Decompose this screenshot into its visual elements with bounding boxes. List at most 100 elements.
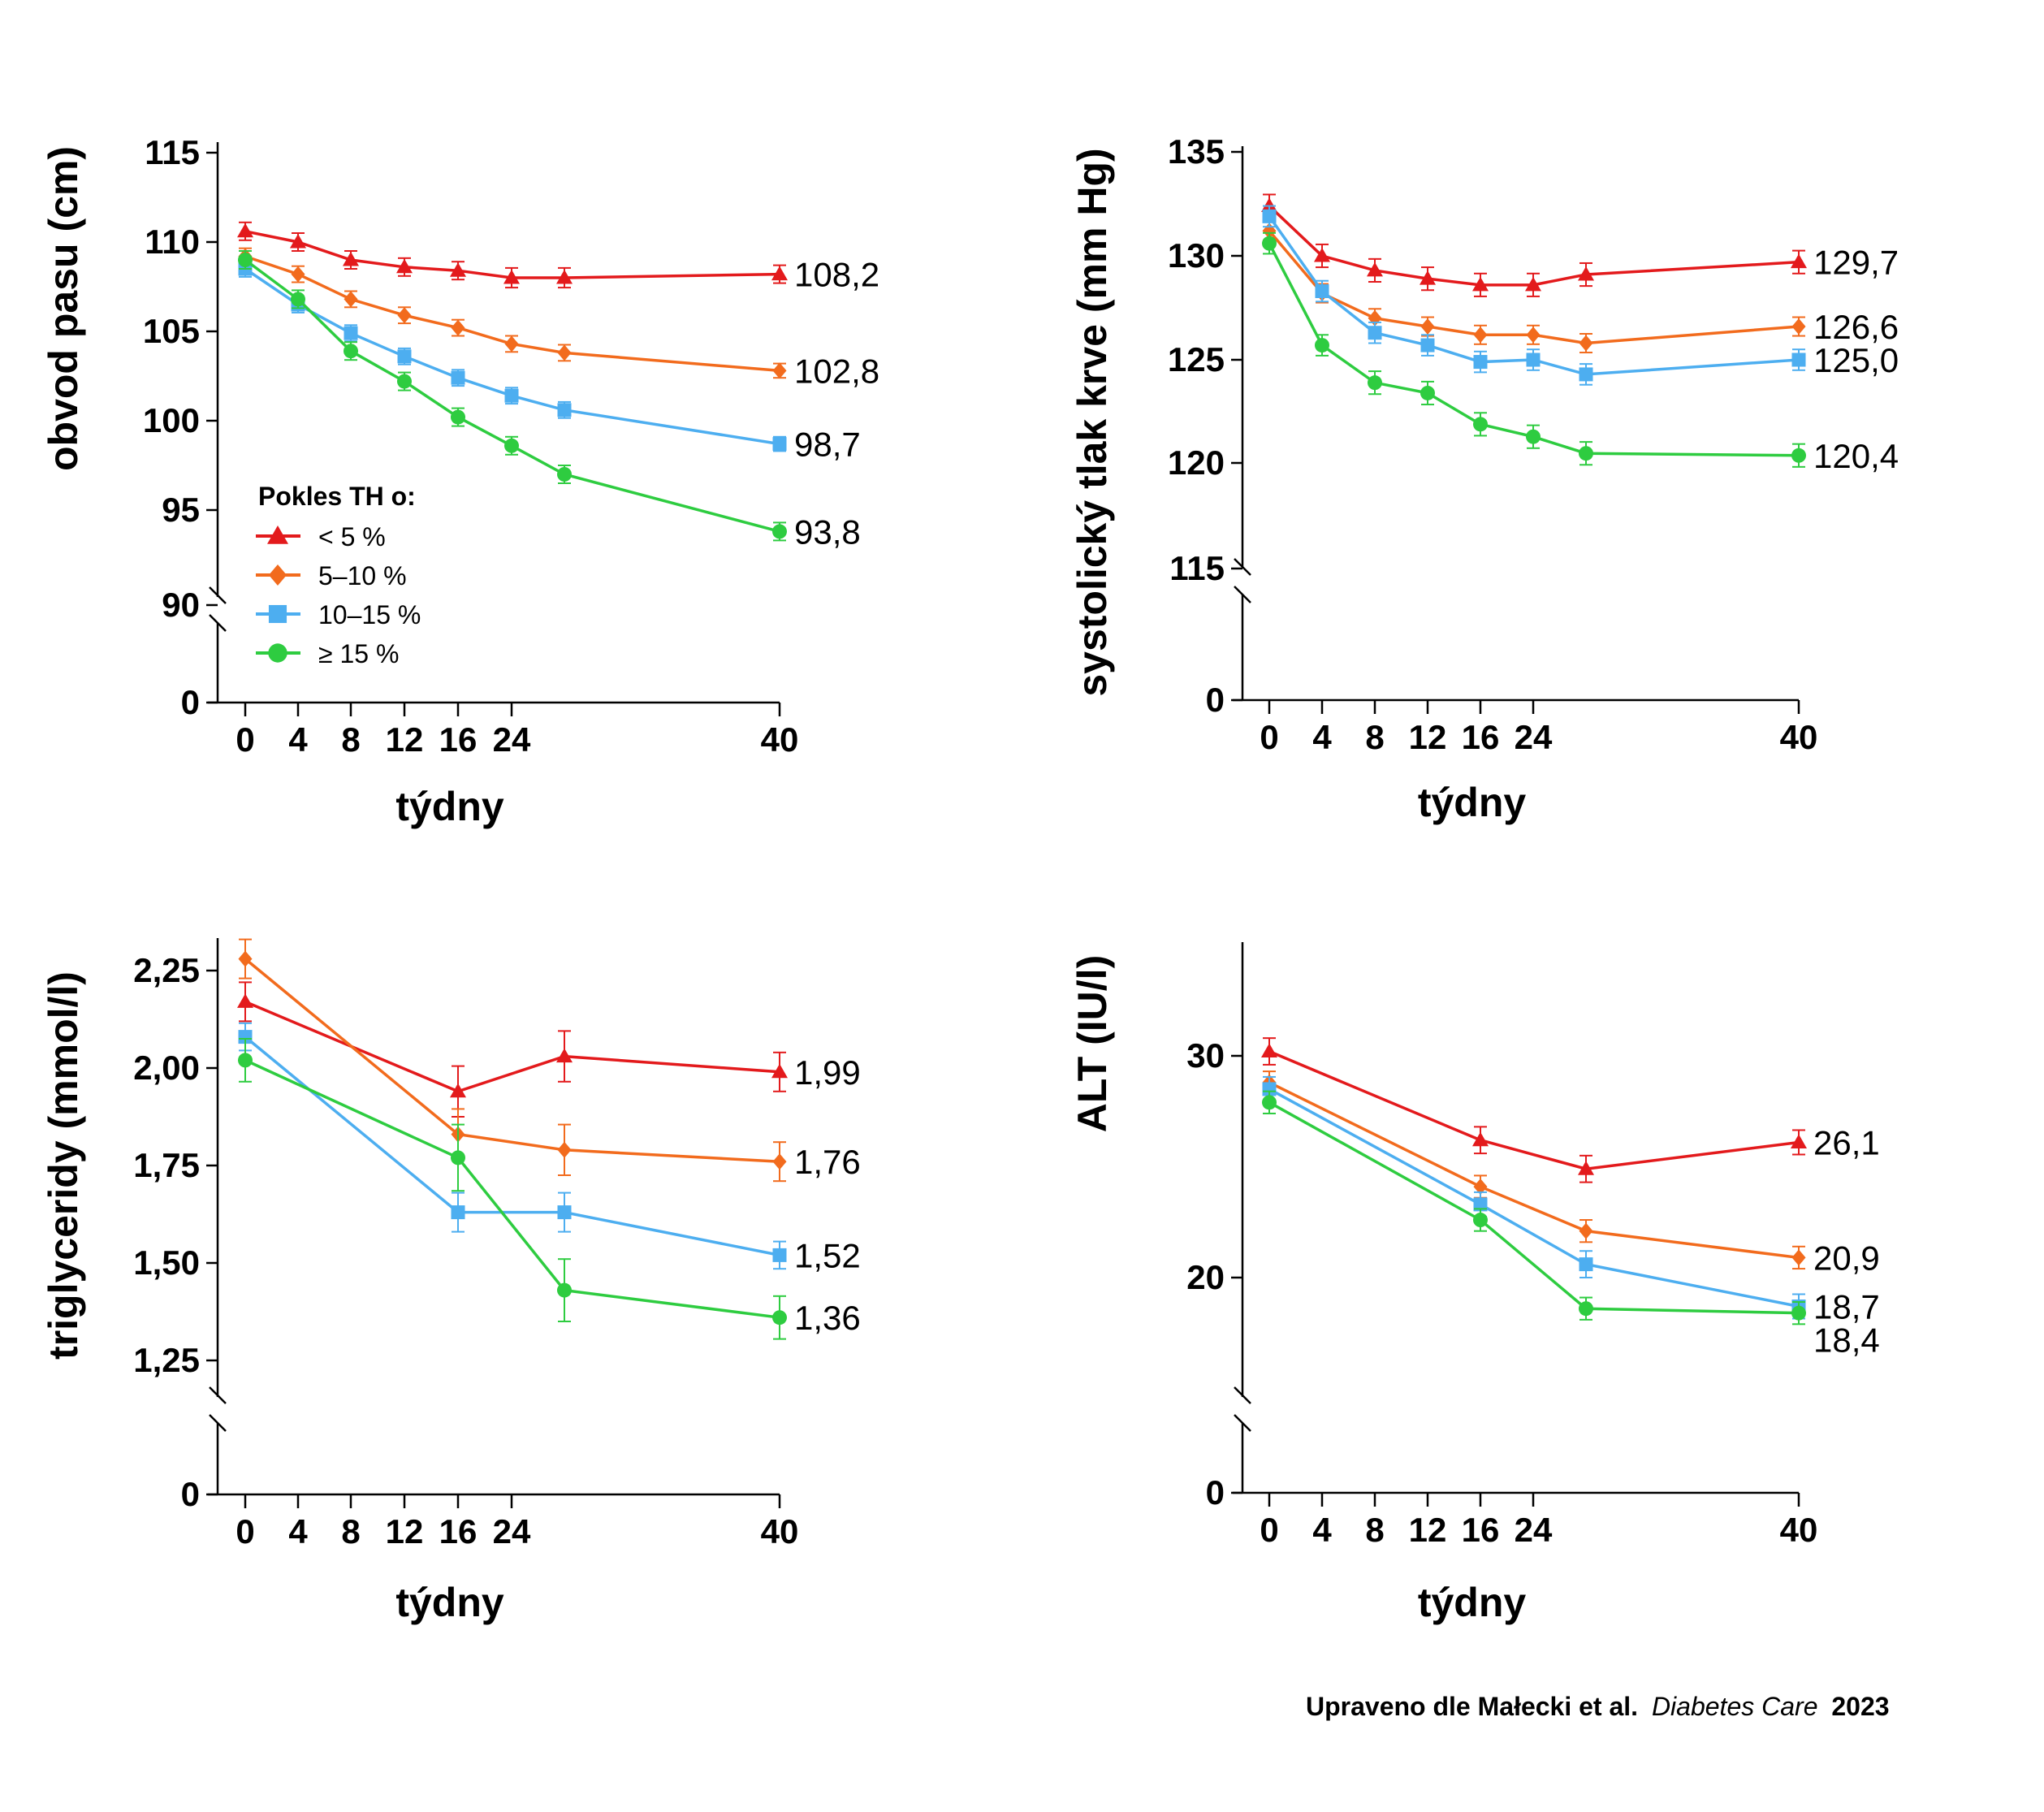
series-0: 108,2 <box>237 221 879 294</box>
data-point <box>238 253 253 267</box>
data-point <box>343 252 359 266</box>
data-point <box>451 370 465 385</box>
series-1: 102,8 <box>238 247 879 390</box>
end-value-label: 18,4 <box>1813 1321 1880 1360</box>
series-3: 93,8 <box>238 250 861 551</box>
data-point <box>291 292 305 307</box>
x-tick-label: 12 <box>386 1512 424 1550</box>
x-tick-label: 40 <box>761 720 799 759</box>
legend-label: 10–15 % <box>318 600 421 629</box>
data-point <box>397 374 412 389</box>
axis-break-mark <box>209 1414 227 1432</box>
data-point <box>1579 1257 1593 1272</box>
axis-break-mark <box>1234 1414 1251 1432</box>
y-tick-label: 2,25 <box>133 951 200 989</box>
y-axis-title: systolický tlak krve (mm Hg) <box>1070 148 1115 696</box>
series-3: 1,36 <box>238 1038 861 1340</box>
x-tick-label: 24 <box>1515 1511 1553 1549</box>
x-tick-label: 40 <box>1780 1511 1818 1549</box>
x-tick-label: 16 <box>1462 1511 1500 1549</box>
end-value-label: 126,6 <box>1813 308 1899 346</box>
series-2: 1,52 <box>238 1022 861 1274</box>
data-point <box>504 388 519 403</box>
y-tick-label: 30 <box>1186 1036 1225 1075</box>
x-tick-label: 0 <box>236 720 254 759</box>
data-point <box>344 291 358 308</box>
data-point <box>1579 446 1593 461</box>
x-tick-label: 40 <box>761 1512 799 1550</box>
circle-marker-icon <box>268 643 287 663</box>
data-point <box>396 258 413 274</box>
x-tick-label: 0 <box>1260 718 1278 756</box>
x-tick-label: 12 <box>1409 1511 1447 1549</box>
data-point <box>772 1248 787 1262</box>
x-tick-label: 0 <box>1260 1511 1278 1549</box>
series-line <box>244 1036 780 1257</box>
data-point <box>1578 266 1594 281</box>
x-tick-label: 16 <box>1462 718 1500 756</box>
data-point <box>451 1205 465 1220</box>
series-line <box>244 258 780 534</box>
axis-break-mark <box>1234 586 1251 603</box>
data-point <box>771 266 788 281</box>
x-tick-label: 12 <box>1409 718 1447 756</box>
data-point <box>1579 367 1593 382</box>
y-tick-label: 1,75 <box>133 1146 200 1184</box>
data-point <box>1473 417 1488 432</box>
axis-break-mark <box>209 586 227 604</box>
data-point <box>450 1083 466 1098</box>
x-tick-label: 24 <box>493 1512 531 1550</box>
y-tick-label: 0 <box>1206 1473 1225 1511</box>
data-point <box>1791 1249 1806 1266</box>
legend-label: 5–10 % <box>318 561 407 590</box>
end-value-label: 1,36 <box>794 1299 861 1337</box>
x-tick-label: 0 <box>236 1512 254 1550</box>
series-line <box>244 267 780 446</box>
series-0: 1,99 <box>237 981 861 1118</box>
data-point <box>503 270 520 284</box>
data-point <box>772 362 787 379</box>
data-point <box>238 1030 253 1044</box>
data-point <box>504 438 519 453</box>
data-point <box>1368 326 1382 340</box>
end-value-label: 18,7 <box>1813 1287 1880 1325</box>
x-tick-label: 24 <box>1515 718 1553 756</box>
axis-break-mark <box>209 614 227 632</box>
x-tick-label: 8 <box>341 1512 360 1550</box>
data-point <box>1367 262 1383 277</box>
y-tick-label: 130 <box>1168 236 1225 275</box>
end-value-label: 129,7 <box>1813 244 1899 282</box>
x-tick-label: 8 <box>1365 718 1384 756</box>
series-line <box>244 230 780 279</box>
data-point <box>1578 1161 1594 1175</box>
data-point <box>238 950 253 967</box>
end-value-label: 108,2 <box>794 256 879 294</box>
series-line <box>244 1058 780 1319</box>
data-point <box>1472 1131 1489 1147</box>
data-point <box>291 266 305 283</box>
data-point <box>556 270 573 284</box>
data-point <box>237 223 253 238</box>
x-tick-label: 16 <box>439 720 478 759</box>
y-axis-title: obvod pasu (cm) <box>41 146 86 471</box>
data-point <box>557 467 572 482</box>
data-point <box>1315 338 1329 353</box>
end-value-label: 102,8 <box>794 352 879 390</box>
data-point <box>1420 318 1435 335</box>
x-axis-title: týdny <box>1418 780 1527 825</box>
end-value-label: 120,4 <box>1813 437 1899 475</box>
source-citation: Upraveno dle Małecki et al. Diabetes Car… <box>1306 1692 1890 1721</box>
data-point <box>1791 253 1807 269</box>
y-tick-label: 115 <box>145 133 200 171</box>
axis-break-mark <box>209 1386 227 1404</box>
diamond-marker-icon <box>268 564 287 586</box>
data-point <box>1262 236 1277 251</box>
data-point <box>450 262 466 277</box>
legend-item: 5–10 % <box>256 561 407 590</box>
series-1: 20,9 <box>1262 1070 1880 1277</box>
series-line <box>244 1000 780 1093</box>
x-tick-label: 8 <box>341 720 360 759</box>
